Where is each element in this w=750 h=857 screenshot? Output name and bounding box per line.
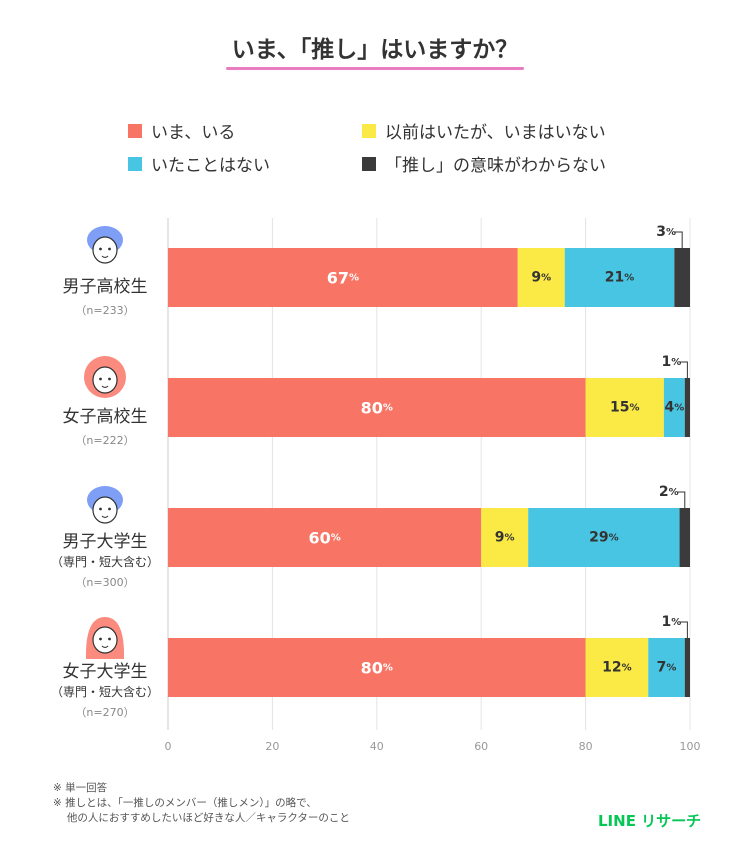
female-bob-hair-icon bbox=[84, 356, 126, 398]
bar-izen-0 bbox=[517, 248, 565, 307]
legend-swatch-ima-iru bbox=[128, 123, 142, 138]
data-label-ima-iru-3: 80% bbox=[361, 658, 393, 677]
data-label-imi-0: 3% bbox=[656, 224, 676, 240]
male-round-hair-icon bbox=[87, 486, 123, 524]
bar-nai-1 bbox=[663, 378, 685, 437]
data-label-imi-2: 2% bbox=[659, 484, 679, 500]
bar-izen-3 bbox=[585, 638, 649, 697]
legend-label-nai: いたことはない bbox=[151, 156, 270, 176]
bar-izen-1 bbox=[585, 378, 664, 437]
title-underline bbox=[226, 67, 524, 70]
legend-swatch-izen bbox=[362, 123, 376, 138]
data-label-imi-3: 1% bbox=[661, 614, 681, 630]
legend-item-izen: 以前はいたが、いまはいない bbox=[362, 118, 606, 143]
legend-label-imi: 「推し」の意味がわからない bbox=[385, 156, 606, 176]
category-label-0: 男子高校生 bbox=[63, 277, 148, 297]
bar-imi-0 bbox=[674, 248, 690, 307]
data-label-ima-iru-0: 67% bbox=[327, 268, 359, 287]
data-label-imi-1: 1% bbox=[661, 354, 681, 370]
data-label-izen-0: 9% bbox=[531, 270, 551, 286]
data-label-izen-3: 12% bbox=[602, 660, 632, 676]
bar-nai-0 bbox=[564, 248, 675, 307]
legend-label-ima-iru: いま、いる bbox=[151, 123, 236, 143]
category-n-label-1: （n=222） bbox=[75, 434, 134, 447]
category-label-1: 女子高校生 bbox=[63, 407, 148, 427]
bar-imi-2 bbox=[679, 508, 690, 567]
category-n-label-2: （n=300） bbox=[75, 576, 134, 589]
legend-item-ima-iru: いま、いる bbox=[128, 118, 235, 143]
bar-ima-iru-3 bbox=[168, 638, 586, 697]
category-label-3: 女子大学生 bbox=[63, 662, 148, 682]
legend-label-izen: 以前はいたが、いまはいない bbox=[385, 123, 606, 143]
category-label-2: 男子大学生 bbox=[63, 532, 148, 552]
callout-line-2 bbox=[676, 491, 686, 508]
female-long-hair-icon bbox=[85, 617, 125, 659]
male-short-hair-icon bbox=[87, 226, 123, 264]
note-single-answer: ※ 単一回答 bbox=[53, 782, 108, 794]
chart-title: いま、「推し」はいますか？ bbox=[231, 37, 519, 63]
x-tick-label-0: 0 bbox=[165, 740, 172, 753]
category-sub-label-2: （専門・短大含む） bbox=[51, 554, 159, 569]
data-label-nai-1: 4% bbox=[664, 400, 684, 416]
note-definition-2: 他の人におすすめしたいほど好きな人／キャラクターのこと bbox=[53, 812, 350, 824]
legend-item-imi: 「推し」の意味がわからない bbox=[362, 151, 606, 176]
category-sub-label-3: （専門・短大含む） bbox=[51, 684, 159, 699]
callout-line-3 bbox=[679, 621, 688, 638]
category-n-label-3: （n=270） bbox=[75, 706, 134, 719]
data-label-izen-1: 15% bbox=[610, 400, 640, 416]
bar-ima-iru-0 bbox=[168, 248, 518, 307]
legend-swatch-imi bbox=[362, 156, 376, 171]
x-tick-label-40: 40 bbox=[370, 740, 384, 753]
bar-imi-1 bbox=[684, 378, 690, 437]
x-tick-label-80: 80 bbox=[579, 740, 593, 753]
x-tick-label-20: 20 bbox=[265, 740, 279, 753]
bar-izen-2 bbox=[481, 508, 529, 567]
callout-line-0 bbox=[674, 231, 683, 248]
x-tick-label-60: 60 bbox=[474, 740, 488, 753]
data-label-nai-0: 21% bbox=[605, 270, 635, 286]
legend-item-nai: いたことはない bbox=[128, 151, 270, 176]
category-n-label-0: （n=233） bbox=[75, 304, 134, 317]
callout-line-1 bbox=[679, 361, 688, 378]
bar-nai-3 bbox=[648, 638, 685, 697]
note-definition-1: ※ 推しとは、「一推しのメンバー（推しメン）」の略で、 bbox=[53, 797, 317, 809]
data-label-nai-2: 29% bbox=[589, 530, 619, 546]
stacked-bar-chart: 0 20 40 60 80 100 67% 9% 21% 3% 男子高校生 （n=233） 80% 15%… bbox=[51, 218, 701, 753]
data-label-ima-iru-2: 60% bbox=[308, 528, 340, 547]
bar-ima-iru-2 bbox=[168, 508, 482, 567]
bar-imi-3 bbox=[684, 638, 690, 697]
x-tick-label-100: 100 bbox=[680, 740, 701, 753]
data-label-ima-iru-1: 80% bbox=[361, 398, 393, 417]
legend-swatch-nai bbox=[128, 156, 142, 171]
data-label-izen-2: 9% bbox=[495, 530, 515, 546]
bar-ima-iru-1 bbox=[168, 378, 586, 437]
data-label-nai-3: 7% bbox=[657, 660, 677, 676]
brand-logo: LINE リサーチ bbox=[598, 812, 702, 830]
bar-nai-2 bbox=[528, 508, 680, 567]
